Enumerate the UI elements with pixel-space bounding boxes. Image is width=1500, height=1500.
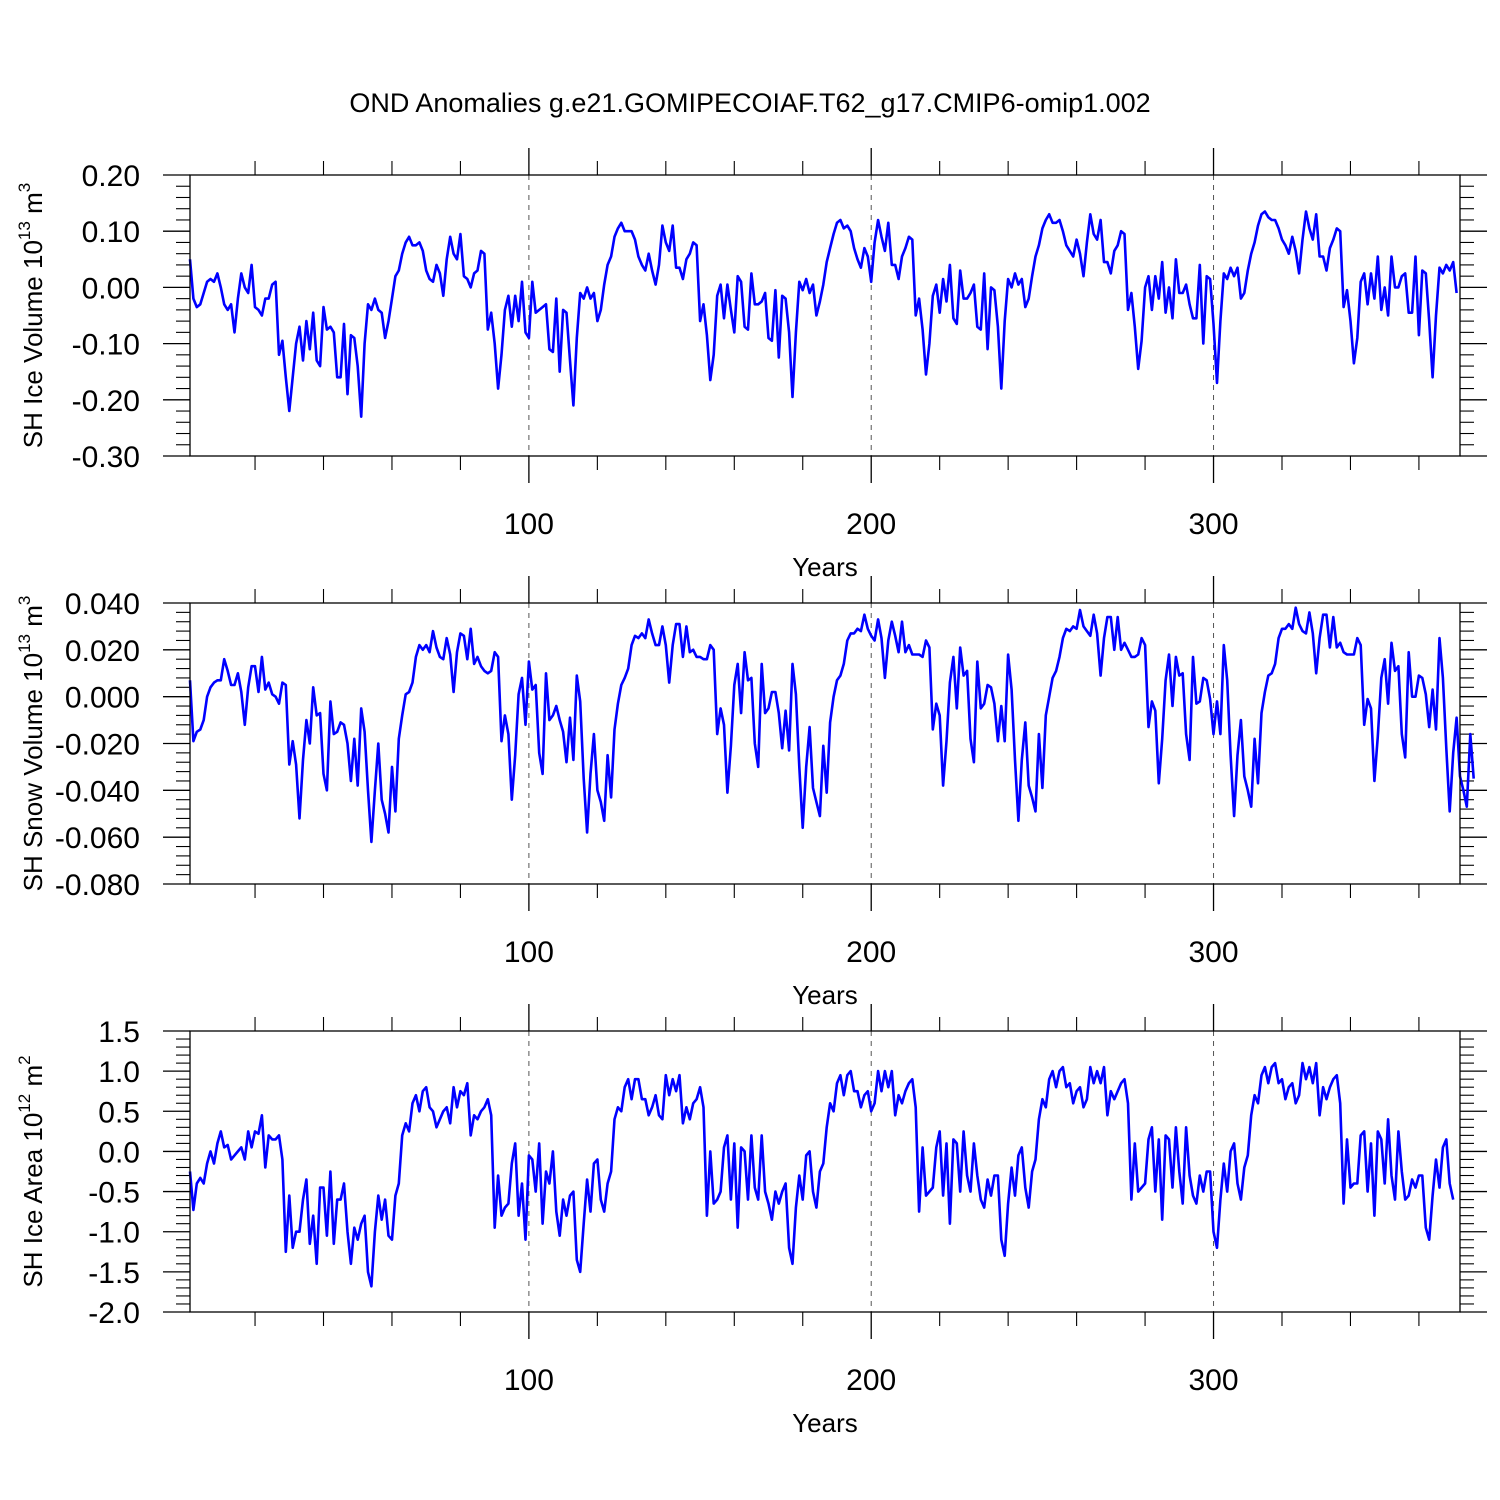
plot-frame (189, 1030, 1461, 1313)
y-tick-label: 0.5 (98, 1096, 140, 1129)
y-axis-label-superscript: 3 (15, 183, 34, 192)
y-tick-label: -0.060 (55, 822, 140, 855)
y-axis-label-part: SH Ice Area 10 (18, 1113, 48, 1288)
y-tick-label: -0.10 (72, 329, 140, 362)
y-tick-label: 0.20 (82, 160, 140, 193)
x-tick-label: 200 (846, 936, 896, 969)
panel-snow-volume: -0.080 -0.060 -0.040 -0.020 0.000 0.020 0.040 1… (15, 576, 1487, 1010)
y-axis-label-part: m (18, 605, 48, 634)
y-axis-label-part: SH Snow Volume 10 (18, 653, 48, 891)
y-tick-label: -1.0 (88, 1217, 140, 1250)
y-tick-label: 0.0 (98, 1136, 140, 1169)
y-tick-label: 1.5 (98, 1016, 140, 1049)
x-tick-label: 200 (846, 508, 896, 541)
y-tick-label: -0.080 (55, 869, 140, 902)
y-axis-label-superscript: 2 (15, 1055, 34, 1064)
x-tick-label: 300 (1188, 936, 1238, 969)
y-axis-label-superscript: 13 (15, 634, 34, 653)
series-line-ice-volume (188, 210, 1458, 419)
y-tick-label: -1.5 (88, 1257, 140, 1290)
y-tick-label: 0.10 (82, 216, 140, 249)
y-tick-label: -0.20 (72, 385, 140, 418)
y-axis-label-part: m (18, 1065, 48, 1094)
y-axis-label: SH Ice Volume 1013 m3 (15, 183, 48, 448)
plot-frame (189, 174, 1461, 457)
x-axis-label: Years (792, 980, 858, 1010)
y-axis-label: SH Snow Volume 1013 m3 (15, 596, 48, 892)
y-tick-label: 0.040 (65, 588, 140, 621)
y-tick-label: -0.5 (88, 1177, 140, 1210)
y-axis-label-part: SH Ice Volume 10 (18, 240, 48, 448)
y-axis-label-superscript: 12 (15, 1094, 34, 1113)
panel-ice-volume: -0.30 -0.20 -0.10 0.00 0.10 0.20 100 200 300 Year… (15, 148, 1487, 582)
y-tick-label: 0.020 (65, 635, 140, 668)
y-axis-label-part: m (18, 192, 48, 221)
y-tick-label: -0.020 (55, 729, 140, 762)
x-tick-label: 100 (504, 1364, 554, 1397)
y-axis-label: SH Ice Area 1012 m2 (15, 1055, 48, 1287)
x-tick-label: 300 (1188, 508, 1238, 541)
x-tick-label: 100 (504, 936, 554, 969)
x-axis-label: Years (792, 1408, 858, 1438)
y-tick-label: -0.30 (72, 441, 140, 474)
y-axis-label-superscript: 3 (15, 596, 34, 605)
figure-title: OND Anomalies g.e21.GOMIPECOIAF.T62_g17.… (349, 88, 1150, 118)
x-tick-label: 300 (1188, 1364, 1238, 1397)
y-tick-label: 0.000 (65, 682, 140, 715)
y-axis-label-superscript: 13 (15, 221, 34, 240)
plot-frame (189, 602, 1461, 885)
series-line-ice-area (188, 1061, 1455, 1288)
panel-ice-area: -2.0 -1.5 -1.0 -0.5 0.0 0.5 1.0 1.5 100 200 300 Yea… (15, 1004, 1487, 1438)
x-tick-label: 100 (504, 508, 554, 541)
y-tick-label: 1.0 (98, 1056, 140, 1089)
y-tick-label: -0.040 (55, 775, 140, 808)
y-tick-label: 0.00 (82, 272, 140, 305)
x-axis-label: Years (792, 552, 858, 582)
series-line-snow-volume (188, 606, 1475, 844)
x-tick-label: 200 (846, 1364, 896, 1397)
y-tick-label: -2.0 (88, 1297, 140, 1330)
